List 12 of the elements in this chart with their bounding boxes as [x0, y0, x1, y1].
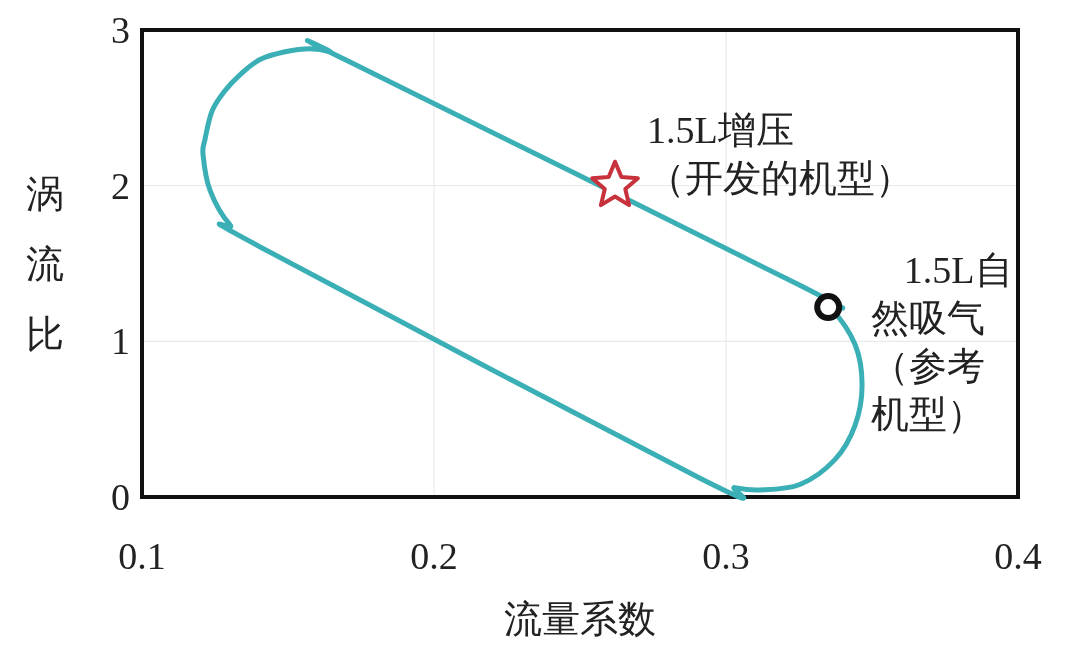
- x-tick-label: 0.2: [410, 535, 458, 577]
- y-tick-label: 1: [111, 320, 130, 363]
- y-tick-label: 3: [111, 9, 130, 51]
- x-tick-label: 0.4: [994, 535, 1042, 577]
- annotation: 1.5L自然吸气（参考机型）: [871, 249, 1013, 436]
- y-tick-label: 2: [111, 164, 130, 207]
- x-tick-label: 0.3: [702, 535, 750, 577]
- y-tick-label: 0: [111, 476, 130, 518]
- x-axis-title: 流量系数: [504, 598, 656, 640]
- x-tick-label: 0.1: [118, 535, 166, 577]
- y-axis-title: 涡流比: [26, 172, 64, 355]
- annotation: 1.5L增压（开发的机型）: [647, 108, 914, 199]
